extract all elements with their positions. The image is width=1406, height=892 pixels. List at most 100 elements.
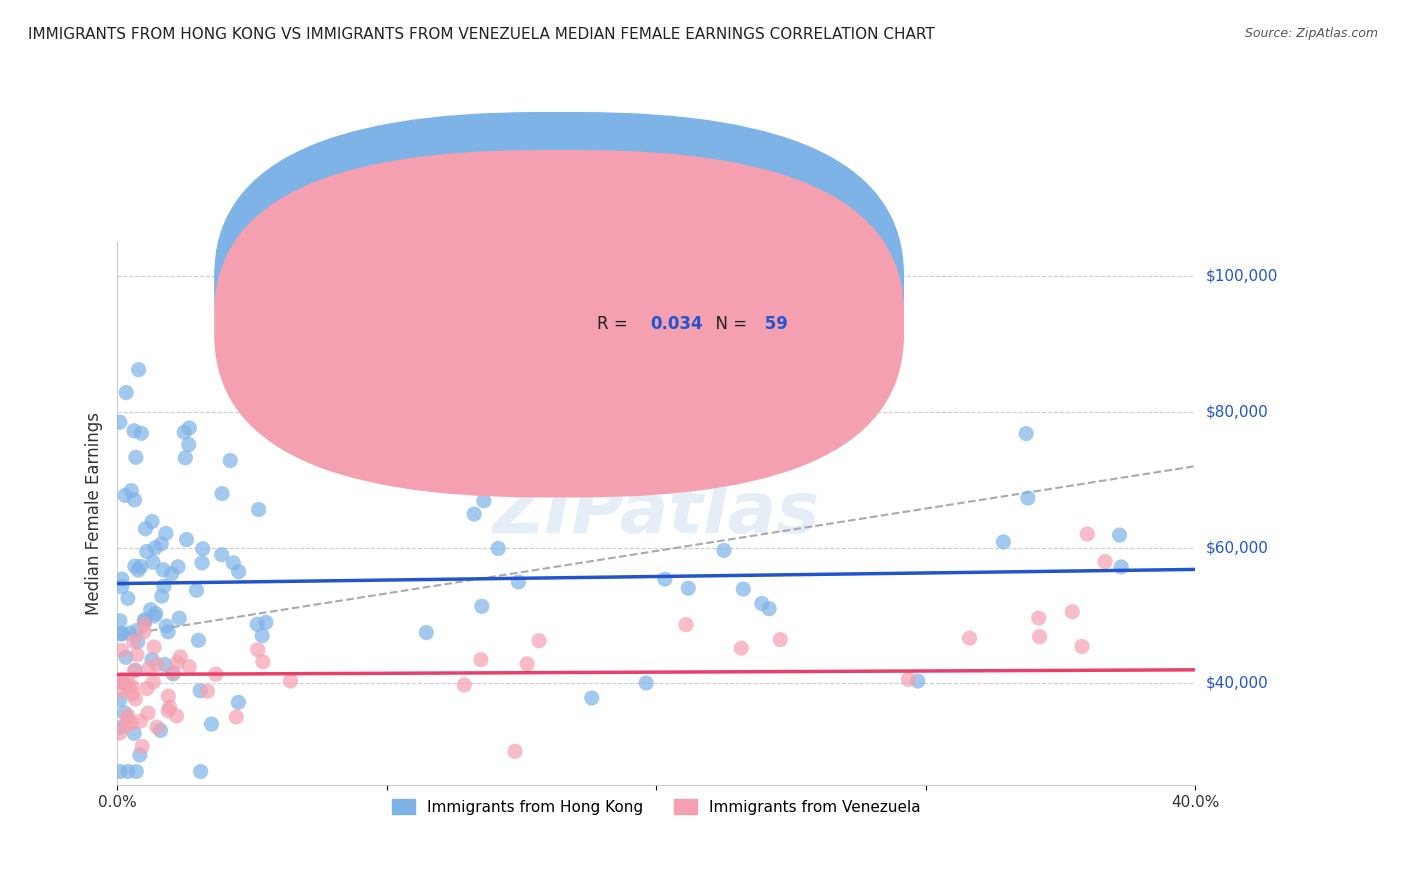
Immigrants from Hong Kong <box>120 483 142 498</box>
Immigrants from Hong Kong <box>1017 491 1039 505</box>
Text: $100,000: $100,000 <box>1206 268 1278 284</box>
Immigrants from Venezuela <box>120 716 142 731</box>
Immigrants from Hong Kong <box>118 626 141 640</box>
Immigrants from Hong Kong <box>124 559 146 574</box>
Immigrants from Hong Kong <box>751 597 773 611</box>
Immigrants from Venezuela <box>959 631 981 645</box>
Immigrants from Hong Kong <box>122 726 145 740</box>
Immigrants from Hong Kong <box>581 691 603 706</box>
Immigrants from Venezuela <box>177 659 200 673</box>
Immigrants from Venezuela <box>166 655 188 669</box>
Text: ZIPatlas: ZIPatlas <box>492 479 820 549</box>
Immigrants from Venezuela <box>1028 630 1050 644</box>
Immigrants from Hong Kong <box>111 580 134 594</box>
Immigrants from Hong Kong <box>141 653 163 667</box>
Immigrants from Venezuela <box>117 676 139 690</box>
Immigrants from Hong Kong <box>713 543 735 558</box>
Immigrants from Hong Kong <box>142 555 165 569</box>
Immigrants from Venezuela <box>132 624 155 639</box>
Immigrants from Venezuela <box>124 664 146 678</box>
Immigrants from Venezuela <box>110 643 132 657</box>
Immigrants from Hong Kong <box>127 563 149 577</box>
Immigrants from Hong Kong <box>108 721 131 735</box>
Immigrants from Hong Kong <box>254 615 277 630</box>
Immigrants from Hong Kong <box>114 706 136 720</box>
Immigrants from Venezuela <box>503 744 526 758</box>
Immigrants from Hong Kong <box>111 572 134 586</box>
Immigrants from Hong Kong <box>125 764 148 779</box>
Immigrants from Venezuela <box>146 720 169 734</box>
Immigrants from Hong Kong <box>177 438 200 452</box>
Immigrants from Venezuela <box>134 617 156 632</box>
Text: R =: R = <box>596 277 633 294</box>
Immigrants from Venezuela <box>136 706 159 720</box>
Immigrants from Hong Kong <box>167 559 190 574</box>
FancyBboxPatch shape <box>505 264 828 361</box>
Immigrants from Hong Kong <box>108 692 131 706</box>
Immigrants from Hong Kong <box>1015 426 1038 441</box>
Immigrants from Hong Kong <box>190 764 212 779</box>
Immigrants from Hong Kong <box>733 582 755 596</box>
Immigrants from Hong Kong <box>174 450 197 465</box>
Immigrants from Venezuela <box>129 714 152 729</box>
Immigrants from Venezuela <box>131 739 153 754</box>
Immigrants from Venezuela <box>121 687 143 701</box>
Immigrants from Venezuela <box>1071 640 1094 654</box>
Immigrants from Venezuela <box>143 640 166 654</box>
Immigrants from Venezuela <box>157 704 180 718</box>
Immigrants from Venezuela <box>118 680 141 694</box>
Immigrants from Hong Kong <box>152 563 174 577</box>
Immigrants from Venezuela <box>204 667 226 681</box>
Immigrants from Venezuela <box>516 657 538 671</box>
Immigrants from Hong Kong <box>160 566 183 581</box>
Immigrants from Hong Kong <box>508 575 530 590</box>
Immigrants from Hong Kong <box>153 579 176 593</box>
Immigrants from Venezuela <box>122 634 145 648</box>
Immigrants from Venezuela <box>195 684 218 698</box>
Immigrants from Hong Kong <box>252 629 274 643</box>
Immigrants from Venezuela <box>1062 605 1084 619</box>
Immigrants from Hong Kong <box>603 470 626 484</box>
Immigrants from Hong Kong <box>167 611 190 625</box>
Immigrants from Hong Kong <box>115 650 138 665</box>
Immigrants from Hong Kong <box>191 556 214 570</box>
Immigrants from Venezuela <box>112 684 135 698</box>
Immigrants from Venezuela <box>108 726 131 740</box>
Immigrants from Hong Kong <box>157 624 180 639</box>
Immigrants from Hong Kong <box>486 541 509 556</box>
Immigrants from Hong Kong <box>108 415 131 429</box>
Immigrants from Venezuela <box>114 719 136 733</box>
Immigrants from Hong Kong <box>654 572 676 586</box>
Immigrants from Hong Kong <box>111 626 134 640</box>
Immigrants from Venezuela <box>135 681 157 696</box>
Immigrants from Hong Kong <box>155 526 177 541</box>
Immigrants from Hong Kong <box>211 548 233 562</box>
Text: $80,000: $80,000 <box>1206 404 1268 419</box>
Immigrants from Hong Kong <box>149 723 172 738</box>
Immigrants from Venezuela <box>527 633 550 648</box>
Text: N =: N = <box>704 277 752 294</box>
Immigrants from Venezuela <box>121 680 143 694</box>
Immigrants from Hong Kong <box>124 492 146 507</box>
Immigrants from Hong Kong <box>141 515 163 529</box>
Immigrants from Hong Kong <box>188 683 211 698</box>
Immigrants from Hong Kong <box>128 747 150 762</box>
Immigrants from Hong Kong <box>720 372 742 386</box>
Immigrants from Hong Kong <box>1108 528 1130 542</box>
Immigrants from Hong Kong <box>125 624 148 638</box>
Immigrants from Venezuela <box>453 678 475 692</box>
Immigrants from Venezuela <box>280 673 302 688</box>
Immigrants from Hong Kong <box>173 425 195 440</box>
Immigrants from Venezuela <box>769 632 792 647</box>
Immigrants from Hong Kong <box>211 486 233 500</box>
Immigrants from Venezuela <box>730 641 752 656</box>
Immigrants from Hong Kong <box>150 589 173 603</box>
Text: 103: 103 <box>758 277 793 294</box>
Immigrants from Hong Kong <box>131 426 153 441</box>
Text: 59: 59 <box>758 315 787 333</box>
Immigrants from Hong Kong <box>153 657 176 672</box>
Immigrants from Hong Kong <box>114 488 136 502</box>
Immigrants from Hong Kong <box>143 609 166 624</box>
Immigrants from Hong Kong <box>246 617 269 632</box>
Immigrants from Hong Kong <box>134 614 156 628</box>
